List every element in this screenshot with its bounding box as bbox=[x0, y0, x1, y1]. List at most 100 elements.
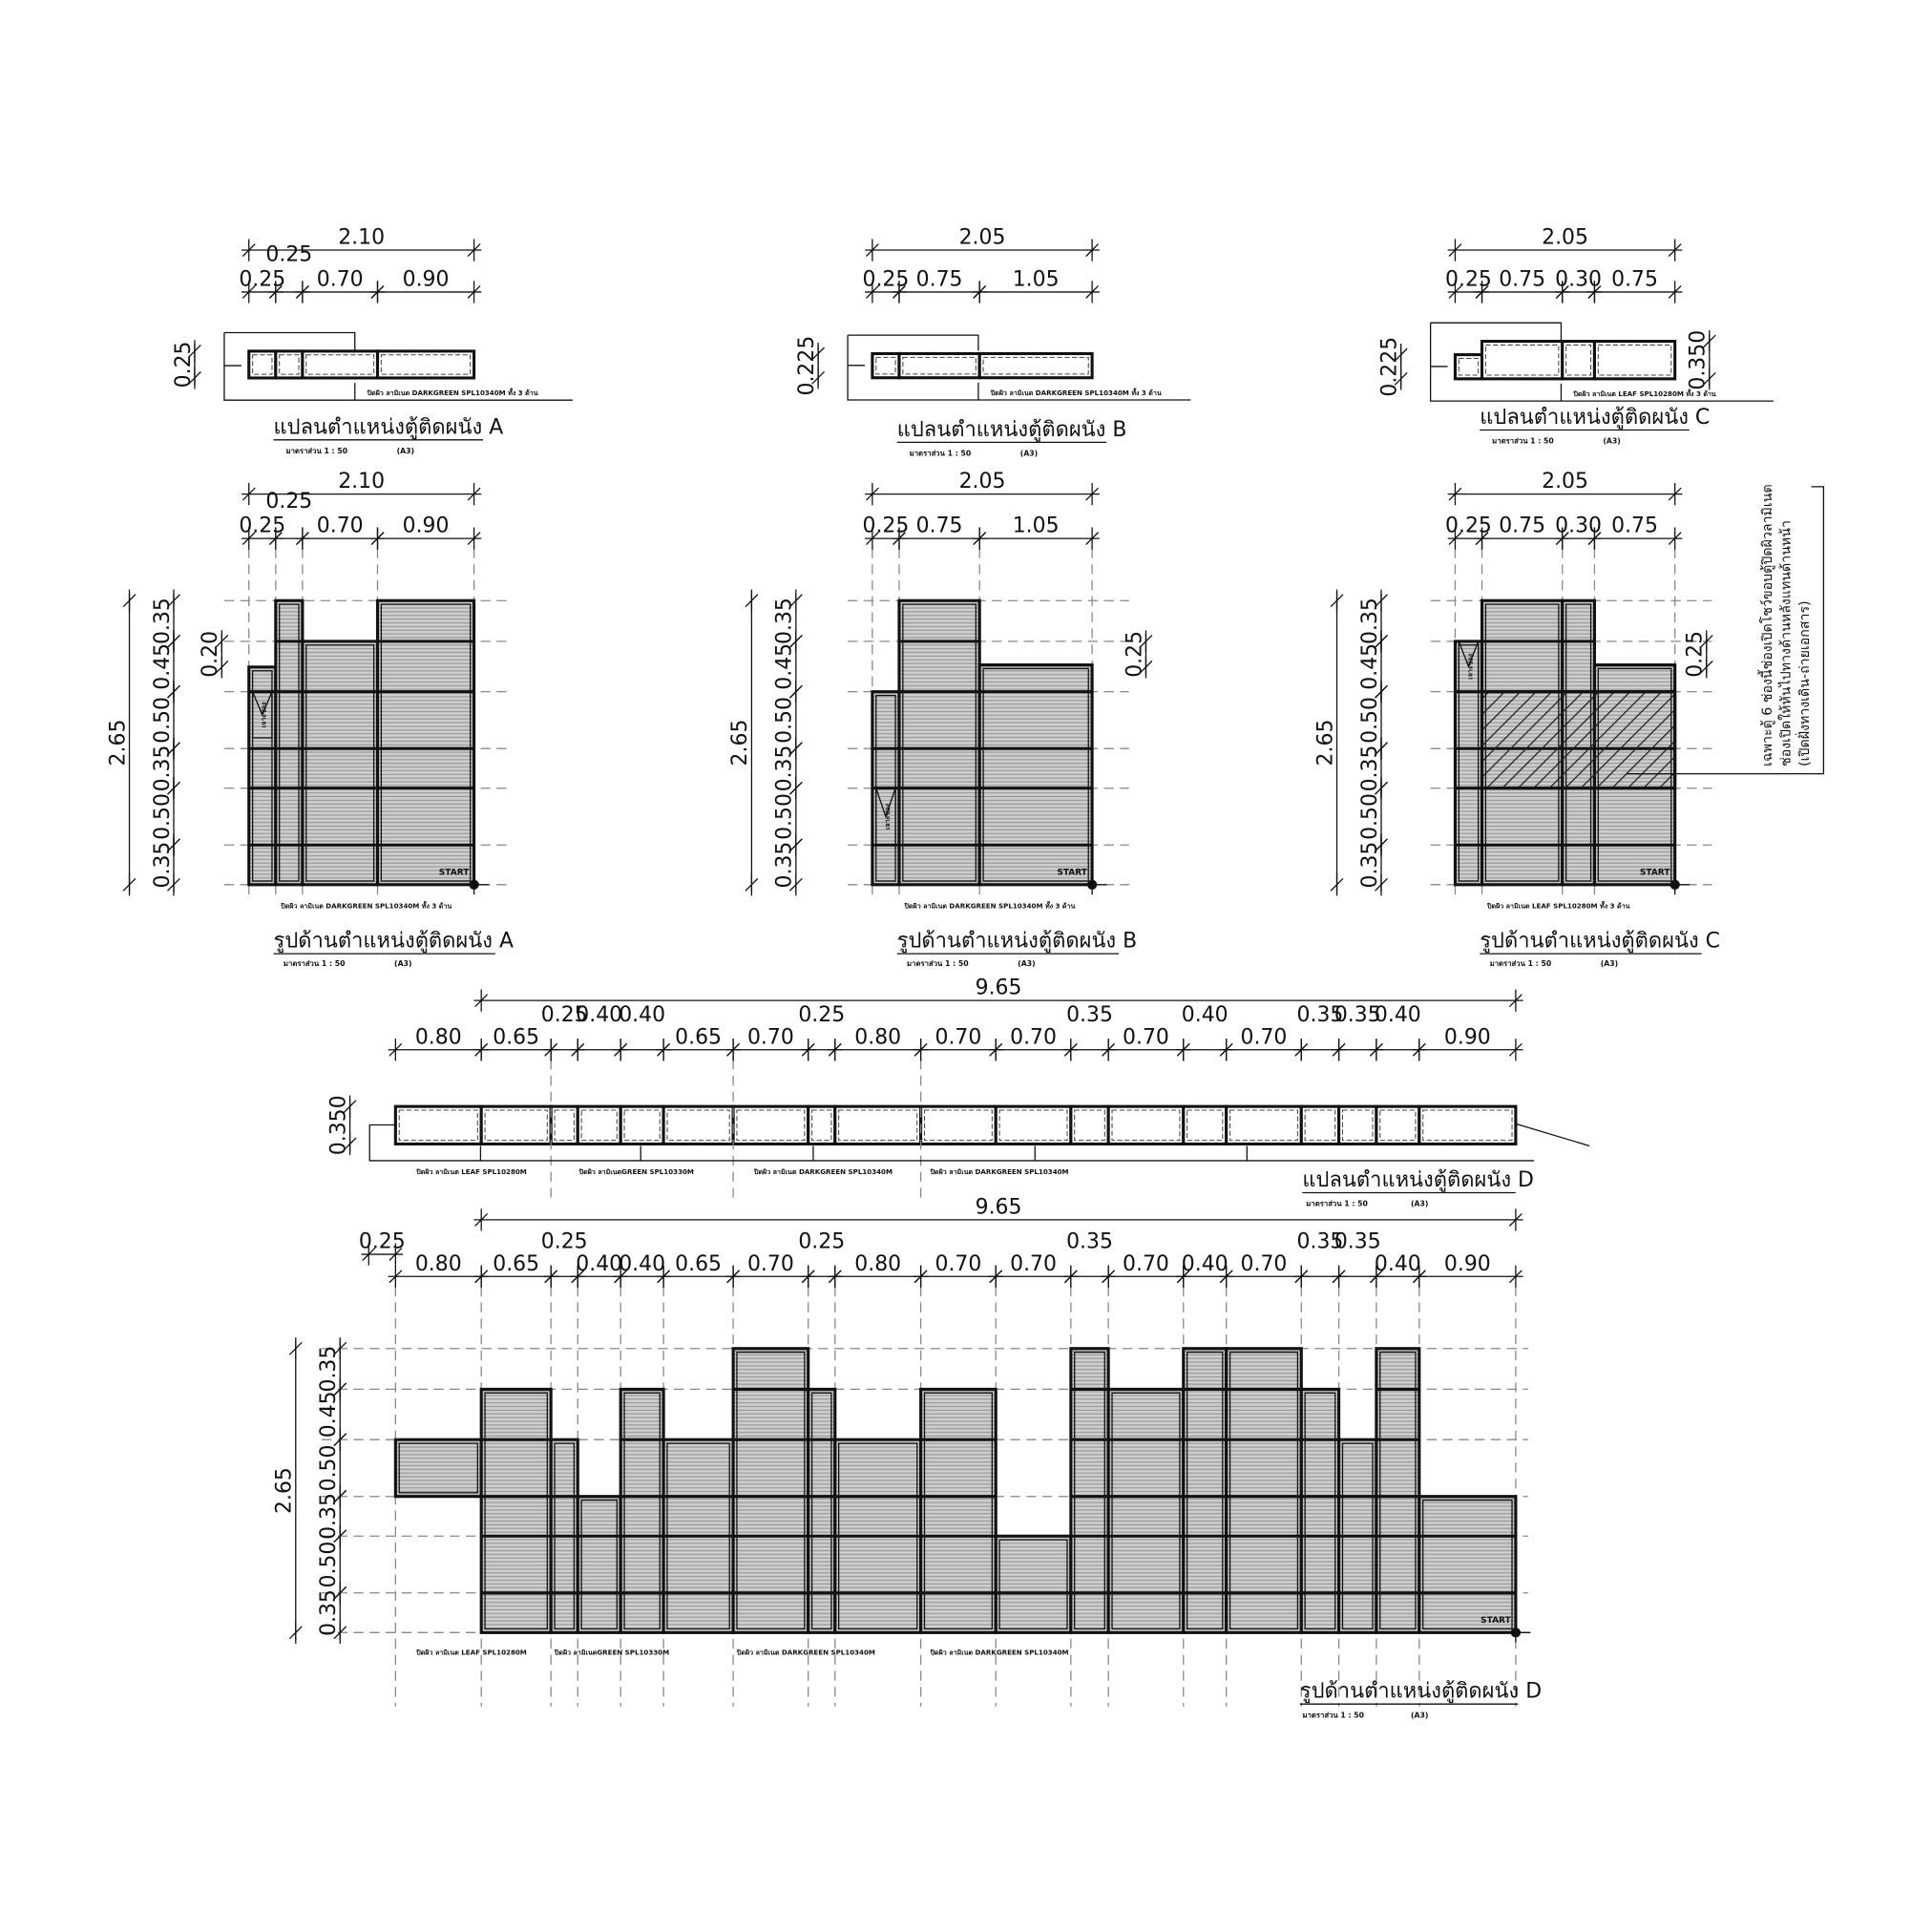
dimension-label: 0.90 bbox=[403, 514, 450, 538]
elevation-segment-dimension: 0.25 bbox=[863, 514, 910, 550]
cabinet-inner-line bbox=[1379, 1109, 1417, 1142]
cabinet-inner-line bbox=[736, 1109, 806, 1142]
dimension-label: 0.20 bbox=[199, 631, 222, 678]
dimension-label: 0.75 bbox=[916, 267, 963, 291]
elevation-title: รูปด้านตำแหน่งตู้ติดผนัง C bbox=[1480, 930, 1720, 954]
annotation-line: เฉพาะตู้ 6 ช่องนี้ช่องเปิดโชว์ขอบตู้ปิดผ… bbox=[1757, 484, 1775, 766]
dimension-label: 2.10 bbox=[338, 226, 385, 250]
elevation-segment-dimension: 0.35 bbox=[1063, 1230, 1116, 1288]
dimension-label: 0.70 bbox=[747, 1252, 794, 1276]
elevation-D: START bbox=[321, 1286, 1531, 1707]
dimension-label: 0.225 bbox=[1377, 337, 1401, 397]
cabinet-inner-frame bbox=[279, 603, 300, 882]
start-label: START bbox=[1480, 1616, 1511, 1626]
opening-label: เจาะช่อง bbox=[1465, 653, 1474, 679]
cabinet-plan-box bbox=[1069, 1104, 1110, 1146]
dimension-label: 0.35 bbox=[151, 598, 175, 644]
plan-segment-dimension: 0.40 bbox=[613, 1003, 671, 1061]
dimension-label: 0.70 bbox=[1010, 1252, 1057, 1276]
cabinet-column bbox=[1106, 1387, 1186, 1634]
paper-size-label: (A3) bbox=[1018, 959, 1035, 968]
dimension-label: 2.05 bbox=[1542, 226, 1588, 250]
elevation-segment-dimension: 0.90 bbox=[369, 514, 482, 550]
cabinet-plan-box bbox=[375, 349, 476, 380]
dimension-label: 0.40 bbox=[576, 1003, 622, 1027]
side-dimension: 0.25 bbox=[1684, 630, 1713, 679]
dimension-label: 0.70 bbox=[747, 1025, 794, 1049]
dimension-label: 2.65 bbox=[728, 720, 752, 766]
dimension-label: 0.35 bbox=[1358, 746, 1382, 792]
start-label: START bbox=[1640, 868, 1670, 877]
finish-note: ปิดผิว ลามิเนต LEAF SPL10280M bbox=[415, 1167, 527, 1176]
dimension-label: 0.35 bbox=[773, 746, 797, 792]
elevation-segment-dimension: 0.40 bbox=[613, 1252, 671, 1288]
dimension-label: 0.45 bbox=[317, 1391, 341, 1438]
elevation-segment-dimension: 0.25 bbox=[798, 1230, 845, 1288]
cabinet-plan-box bbox=[576, 1104, 622, 1146]
cabinet-inner-line bbox=[811, 1109, 832, 1142]
cabinet-inner-line bbox=[554, 1109, 575, 1142]
dimension-label: 0.40 bbox=[1182, 1252, 1228, 1276]
dimension-label: 0.25 bbox=[1445, 514, 1492, 538]
dimension-label: 0.90 bbox=[1444, 1252, 1491, 1276]
cabinet-plan-box bbox=[479, 1104, 553, 1146]
dimension-label: 0.35 bbox=[317, 1589, 341, 1636]
elevation-title: รูปด้านตำแหน่งตู้ติดผนัง D bbox=[1300, 1680, 1542, 1704]
dimension-label: 0.25 bbox=[863, 514, 910, 538]
cabinet-column bbox=[576, 1495, 622, 1634]
dimension-label: 1.05 bbox=[1013, 514, 1060, 538]
cabinet-inner-frame bbox=[251, 670, 273, 882]
scale-label: มาตราส่วน 1 : 50 bbox=[907, 959, 969, 968]
dimension-label: 0.70 bbox=[1010, 1025, 1057, 1049]
dimension-label: 0.35 bbox=[1334, 1230, 1381, 1254]
plan-depth-dimension: 0.225 bbox=[1377, 337, 1408, 397]
cabinet-plan-box bbox=[1182, 1104, 1228, 1146]
cabinet-inner-line bbox=[1341, 1109, 1374, 1142]
row-height-dimension: 0.45 bbox=[317, 1377, 347, 1451]
elevation-B: เจาะช่อง START ปิดผิว ลามิเนต DARKGREEN SP… bbox=[848, 548, 1137, 968]
dimension-label: 2.05 bbox=[959, 226, 1006, 250]
row-height-dimension: 0.35 bbox=[1358, 737, 1388, 800]
cabinet-inner-line bbox=[305, 354, 375, 375]
paper-size-label: (A3) bbox=[1411, 1711, 1428, 1719]
row-height-dimension: 0.50 bbox=[773, 777, 803, 856]
cabinet-column bbox=[619, 1387, 665, 1634]
elevation-C: เจาะช่อง START ปิดผิว ลามิเนต LEAF SPL1028… bbox=[1430, 548, 1720, 968]
dimension-label: 0.35 bbox=[317, 1346, 341, 1393]
elevation-segment-dimension: 0.25 bbox=[265, 490, 312, 550]
cabinet-inner-frame bbox=[1379, 1351, 1417, 1630]
cabinet-inner-line bbox=[923, 1109, 993, 1142]
plan-title: แปลนตำแหน่งตู้ติดผนัง C bbox=[1480, 406, 1710, 430]
plan-total-dimension: 2.05 bbox=[865, 226, 1100, 262]
dimension-label: 0.35 bbox=[773, 598, 797, 644]
row-height-dimension: 0.35 bbox=[151, 589, 180, 653]
dimension-label: 0.80 bbox=[415, 1252, 462, 1276]
elevation-D-notes: ปิดผิว ลามิเนต LEAF SPL10280M ปิดผิว ลามิ… bbox=[415, 1648, 1542, 1720]
plan-segment-dimension: 0.70 bbox=[1101, 1025, 1191, 1061]
dimension-label: 0.45 bbox=[151, 643, 175, 690]
cabinet-inner-line bbox=[1074, 1109, 1105, 1142]
cabinet-plan-box bbox=[833, 1104, 923, 1146]
cabinet-inner-frame bbox=[736, 1351, 806, 1630]
dimension-label: 0.40 bbox=[619, 1252, 665, 1276]
dimension-label: 0.75 bbox=[1611, 514, 1658, 538]
dimension-label: 0.350 bbox=[1687, 330, 1711, 390]
cabinet-inner-frame bbox=[810, 1392, 832, 1630]
finish-note: ปิดผิว ลามิเนตGREEN SPL10330M bbox=[554, 1648, 669, 1657]
cabinet-plan-box bbox=[662, 1104, 735, 1146]
cabinet-column bbox=[393, 1438, 483, 1499]
elevation-total-dimension: 2.10 bbox=[242, 470, 482, 506]
start-label: START bbox=[439, 868, 470, 877]
dimension-label: 0.45 bbox=[773, 643, 797, 690]
cabinet-column bbox=[301, 640, 380, 887]
dimension-label: 0.35 bbox=[1297, 1003, 1344, 1027]
plan-segment-dimension: 0.70 bbox=[1218, 1025, 1310, 1061]
plan-depth-dimension: 0.350 bbox=[326, 1095, 357, 1155]
elevation-extra-dimension: 0.25 bbox=[359, 1230, 406, 1266]
cabinet-inner-line bbox=[998, 1109, 1068, 1142]
dimension-label: 0.35 bbox=[1297, 1230, 1344, 1254]
annotation-line: (เปิดฝั่งทางเดิน-ถ่ายเอกสาร) bbox=[1795, 600, 1813, 766]
cabinet-plan-box bbox=[731, 1104, 810, 1146]
dimension-label: 0.25 bbox=[172, 341, 196, 388]
elevation-segment-dimension: 0.40 bbox=[1176, 1252, 1234, 1288]
